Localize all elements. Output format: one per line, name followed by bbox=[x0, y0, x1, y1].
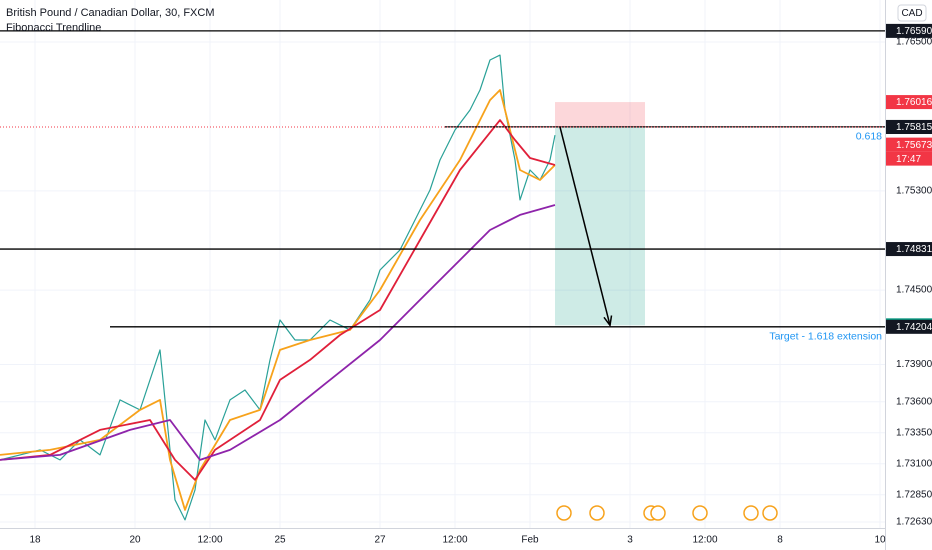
x-tick-label: 12:00 bbox=[197, 535, 222, 546]
countdown-label: 17:47 bbox=[896, 154, 921, 165]
countdown-tag bbox=[886, 151, 932, 166]
price-tag bbox=[886, 319, 932, 334]
plot: 0.618 Target - 1.618 extension bbox=[0, 30, 885, 521]
x-tick-label: 25 bbox=[274, 535, 286, 546]
event-icon[interactable] bbox=[743, 505, 759, 521]
price-tag bbox=[886, 95, 932, 110]
price-tag-label: 1.76590 bbox=[896, 26, 932, 37]
event-icons bbox=[556, 505, 778, 521]
price-line bbox=[0, 119, 556, 481]
price-tag-label: 1.76016 bbox=[896, 97, 932, 108]
event-icon[interactable] bbox=[589, 505, 605, 521]
price-tag bbox=[886, 23, 932, 38]
price-tag bbox=[886, 137, 932, 152]
price-tag-label: 1.74831 bbox=[896, 244, 932, 255]
y-tick-label: 1.73100 bbox=[896, 458, 932, 469]
x-tick-label: 27 bbox=[374, 535, 386, 546]
annotation: 0.618 bbox=[856, 131, 882, 143]
x-tick-label: 12:00 bbox=[692, 535, 717, 546]
grid bbox=[0, 0, 885, 528]
arrow bbox=[559, 126, 611, 326]
y-tick-label: 1.72630 bbox=[896, 517, 932, 528]
chart-subtitle: Fibonacci Trendline bbox=[6, 22, 101, 34]
y-tick-label: 1.76500 bbox=[896, 37, 932, 48]
x-tick-label: 10 bbox=[874, 535, 886, 546]
arrow-head bbox=[603, 315, 613, 328]
price-tag bbox=[886, 120, 932, 135]
event-icon[interactable] bbox=[556, 505, 572, 521]
x-tick-label: 12:00 bbox=[442, 535, 467, 546]
currency-label[interactable]: CAD bbox=[901, 8, 922, 19]
event-icon[interactable] bbox=[762, 505, 778, 521]
y-tick-label: 1.72850 bbox=[896, 489, 932, 500]
currency-box[interactable] bbox=[897, 4, 927, 22]
price-line bbox=[0, 89, 556, 511]
price-tag-label: 1.75815 bbox=[896, 122, 932, 133]
price-tag-label: 1.74204 bbox=[896, 322, 932, 333]
y-tick-label: 1.73350 bbox=[896, 427, 932, 438]
event-icon[interactable] bbox=[650, 505, 666, 521]
stop-zone bbox=[555, 102, 645, 127]
x-tick-label: 3 bbox=[627, 535, 633, 546]
price-tag-label: 1.75673 bbox=[896, 140, 932, 151]
target-zone bbox=[555, 126, 645, 326]
annotation: Target - 1.618 extension bbox=[769, 331, 882, 343]
x-tick-label: Feb bbox=[521, 535, 539, 546]
x-tick-label: 18 bbox=[29, 535, 41, 546]
y-tick-label: 1.73600 bbox=[896, 396, 932, 407]
y-tick-label: 1.73900 bbox=[896, 359, 932, 370]
axes: 1.76500 1.75300 1.74500 1.73900 1.73600 1.733… bbox=[29, 23, 932, 546]
chart-title: British Pound / Canadian Dollar, 30, FXC… bbox=[6, 7, 215, 19]
y-tick-label: 1.74500 bbox=[896, 285, 932, 296]
event-icon[interactable] bbox=[692, 505, 708, 521]
price-tag bbox=[886, 242, 932, 257]
y-tick-label: 1.75300 bbox=[896, 186, 932, 197]
price-line bbox=[0, 204, 556, 461]
x-tick-label: 20 bbox=[129, 535, 141, 546]
x-tick-label: 8 bbox=[777, 535, 783, 546]
